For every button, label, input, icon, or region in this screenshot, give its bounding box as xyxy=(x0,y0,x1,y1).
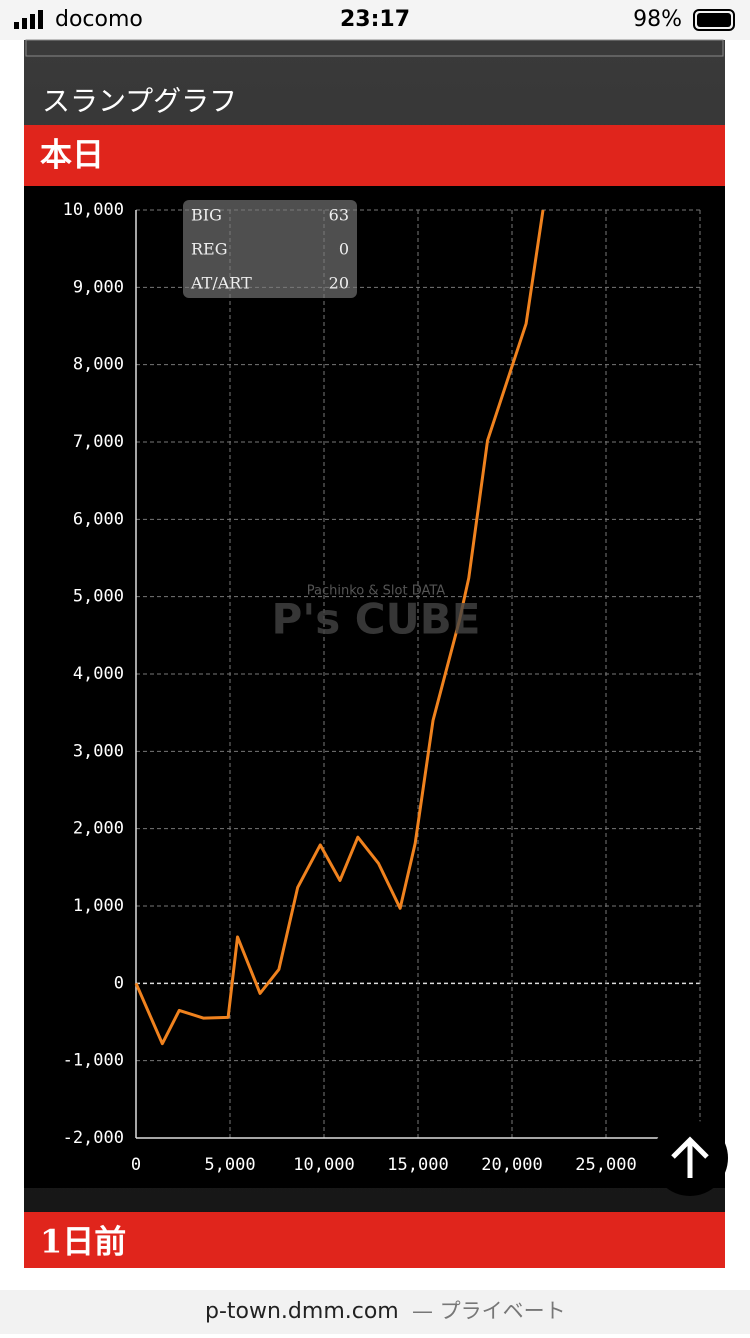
x-tick-label: 0 xyxy=(131,1155,141,1175)
watermark-subtitle: Pachinko & Slot DATA xyxy=(307,584,446,599)
section-title: スランプグラフ xyxy=(42,85,237,118)
x-tick-label: 25,000 xyxy=(575,1155,636,1175)
stats: BIG 63 REG 0 AT/ART 20 xyxy=(190,206,349,293)
tab-header[interactable] xyxy=(24,125,725,186)
tab-label[interactable]: 1日前 xyxy=(40,1223,126,1261)
signal-icon xyxy=(14,10,43,29)
url-domain: p-town.dmm.com xyxy=(205,1299,399,1324)
stat-label: REG xyxy=(191,240,228,259)
chart-area xyxy=(24,186,725,1188)
stat-label: AT/ART xyxy=(190,274,252,293)
panel-frame xyxy=(25,39,724,57)
y-tick-label: 9,000 xyxy=(73,277,124,297)
battery-icon xyxy=(693,9,735,31)
series-line xyxy=(134,209,545,1046)
y-tick-label: 7,000 xyxy=(73,432,124,452)
battery-fill xyxy=(697,13,731,27)
stat-label: BIG xyxy=(191,206,222,225)
stat-value: 63 xyxy=(329,206,349,225)
y-tick-label: 3,000 xyxy=(73,741,124,761)
y-tick-label: 10,000 xyxy=(63,200,124,220)
y-tick-label: -1,000 xyxy=(63,1051,124,1071)
stat-value: 20 xyxy=(329,274,349,293)
stats-box xyxy=(183,200,357,298)
stat-value: 0 xyxy=(339,240,349,259)
y-tick-label: 2,000 xyxy=(73,819,124,839)
x-tick-label: 5,000 xyxy=(204,1155,255,1175)
battery-level: 98% xyxy=(633,7,682,32)
arrow-icon xyxy=(671,1136,709,1178)
y-tick-label: -2,000 xyxy=(63,1128,124,1148)
watermark-title: P's CUBE xyxy=(272,595,481,644)
x-tick-label: 15,000 xyxy=(387,1155,448,1175)
y-tick-label: 8,000 xyxy=(73,355,124,375)
tab-header[interactable] xyxy=(24,1212,725,1268)
url-suffix: — プライベート xyxy=(412,1299,566,1323)
x-tick-label: 20,000 xyxy=(481,1155,542,1175)
y-tick-label: 5,000 xyxy=(73,587,124,607)
y-tick-label: 6,000 xyxy=(73,509,124,529)
carrier: docomo xyxy=(55,7,143,32)
status-bar xyxy=(0,0,750,40)
y-tick-label: 1,000 xyxy=(73,896,124,916)
tab-label[interactable]: 本日 xyxy=(40,136,104,174)
y-tick-label: 0 xyxy=(114,973,124,993)
y-tick-label: 4,000 xyxy=(73,664,124,684)
plot: -2,000 -1,000 0 1,000 2,000 3,000 4,000 5,000 6,… xyxy=(63,200,701,1175)
clock: 23:17 xyxy=(340,7,410,32)
url-bar xyxy=(0,1290,750,1334)
x-tick-label: 10,000 xyxy=(293,1155,354,1175)
